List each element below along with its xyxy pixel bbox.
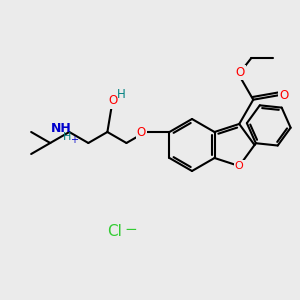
Text: O: O — [137, 125, 146, 139]
Text: +: + — [70, 135, 78, 145]
Text: NH: NH — [51, 122, 72, 134]
Text: O: O — [236, 66, 245, 79]
Text: H: H — [117, 88, 126, 100]
Text: −: − — [124, 221, 137, 236]
Text: O: O — [109, 94, 118, 107]
Text: Cl: Cl — [108, 224, 122, 239]
Text: O: O — [235, 161, 244, 171]
Text: H: H — [63, 132, 71, 142]
Text: O: O — [279, 89, 289, 102]
